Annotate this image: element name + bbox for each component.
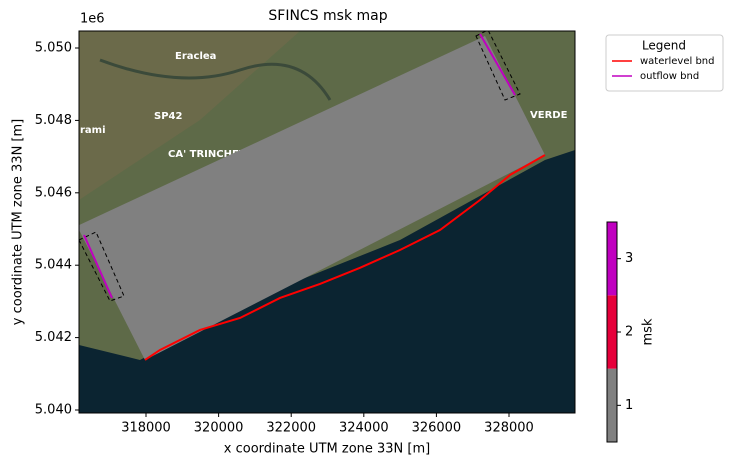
- legend-title: Legend: [642, 39, 686, 53]
- map-label: SP42: [154, 111, 182, 122]
- y-tick-label: 5.050: [35, 41, 72, 56]
- x-axis-label: x coordinate UTM zone 33N [m]: [224, 442, 430, 457]
- y-tick-label: 5.046: [35, 185, 72, 200]
- map-label: rami: [80, 125, 106, 136]
- y-tick-label: 5.040: [35, 402, 72, 417]
- colorbar-label: msk: [641, 318, 656, 345]
- map-label: Eraclea: [175, 51, 216, 62]
- colorbar-tick-label: 1: [625, 398, 633, 413]
- x-tick-label: 324000: [339, 421, 389, 436]
- map-label: CA' TRINCHET: [168, 149, 246, 160]
- boundary-line: [144, 154, 546, 361]
- colorbar-segment: [607, 295, 617, 369]
- map-label: VERDE: [530, 110, 568, 121]
- outflow-region: [475, 31, 521, 101]
- x-tick-label: 328000: [484, 421, 534, 436]
- boundary-line: [83, 33, 516, 299]
- y-tick-label: 5.044: [35, 258, 72, 273]
- legend-box: [605, 34, 724, 92]
- legend-label: outflow bnd: [640, 71, 699, 82]
- colorbar-segment: [607, 222, 617, 296]
- y-offset-label: 1e6: [80, 12, 105, 27]
- y-tick-label: 5.042: [35, 330, 72, 345]
- x-tick-label: 322000: [266, 421, 316, 436]
- colorbar-segment: [607, 368, 617, 442]
- x-tick-label: 320000: [194, 421, 244, 436]
- x-tick-label: 326000: [412, 421, 462, 436]
- outflow-region: [79, 231, 125, 302]
- mask-area: [79, 35, 545, 360]
- axes-frame: [78, 30, 576, 414]
- colorbar-tick-label: 2: [625, 325, 633, 340]
- chart-title: SFINCS msk map: [268, 8, 387, 24]
- x-tick-label: 318000: [121, 421, 171, 436]
- colorbar-tick-label: 3: [625, 251, 633, 266]
- plot-area: Eraclea SP42 CA' TRINCHET rami VERDE: [79, 31, 568, 361]
- y-tick-label: 5.048: [35, 113, 72, 128]
- y-axis-label: y coordinate UTM zone 33N [m]: [11, 119, 26, 325]
- legend-label: waterlevel bnd: [640, 56, 714, 67]
